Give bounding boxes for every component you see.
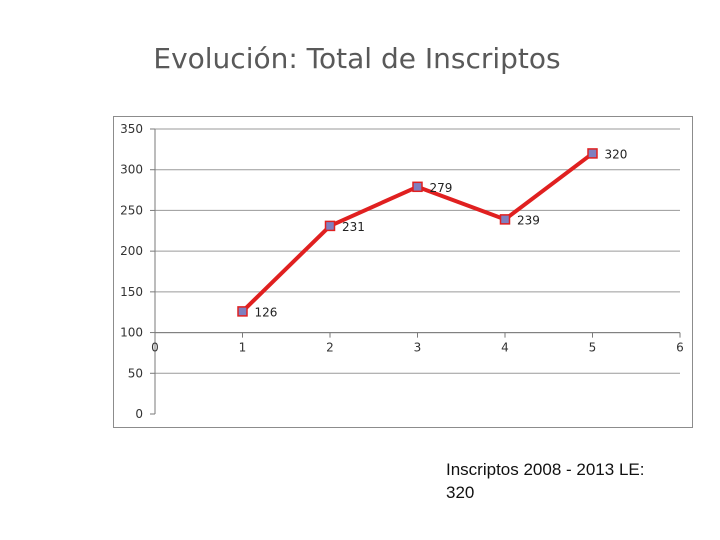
data-point-marker — [587, 148, 598, 159]
data-point-marker — [499, 214, 511, 225]
data-label: 239 — [517, 213, 540, 227]
tick-labels: 0 50 100 150 200 250 300 350 0 1 2 3 4 5 6 — [120, 122, 684, 421]
data-label: 231 — [342, 220, 365, 234]
y-tick-label: 150 — [120, 285, 143, 299]
caption-line-2: 320 — [446, 483, 475, 502]
x-tick-label: 2 — [326, 341, 334, 355]
chart-canvas: 0 50 100 150 200 250 300 350 0 1 2 3 4 5 6 126 231 279 23… — [120, 122, 684, 421]
series-line-segment — [415, 184, 507, 222]
data-series — [237, 148, 598, 317]
y-tick-label: 250 — [120, 203, 143, 217]
slide-title: Evolución: Total de Inscriptos — [153, 42, 561, 75]
data-label: 279 — [430, 181, 453, 195]
y-tick-label: 0 — [135, 407, 143, 421]
data-point-marker — [237, 306, 248, 317]
caption-line-1: Inscriptos 2008 - 2013 LE: — [446, 460, 645, 479]
data-point-marker — [324, 220, 336, 232]
x-tick-label: 6 — [676, 341, 684, 355]
x-tick-label: 5 — [589, 341, 597, 355]
data-point-marker — [412, 181, 423, 193]
data-labels: 126 231 279 239 320 — [255, 147, 628, 319]
series-line-segment — [328, 184, 420, 228]
y-tick-label: 200 — [120, 244, 143, 258]
y-tick-label: 300 — [120, 163, 143, 177]
series-line-segment — [503, 151, 595, 222]
x-tick-label: 1 — [239, 341, 247, 355]
y-tick-label: 100 — [120, 326, 143, 340]
series-line-segment — [240, 223, 332, 314]
x-tick-label: 3 — [414, 341, 422, 355]
caption: Inscriptos 2008 - 2013 LE: 320 — [446, 458, 716, 504]
y-tick-label: 50 — [128, 366, 143, 380]
x-tick-label: 0 — [151, 341, 159, 355]
axes — [150, 128, 681, 415]
x-tick-label: 4 — [501, 341, 509, 355]
line-chart: 0 50 100 150 200 250 300 350 0 1 2 3 4 5 6 126 231 279 23… — [113, 116, 693, 428]
data-label: 126 — [255, 305, 278, 319]
data-label: 320 — [605, 147, 628, 161]
y-tick-label: 350 — [120, 122, 143, 136]
